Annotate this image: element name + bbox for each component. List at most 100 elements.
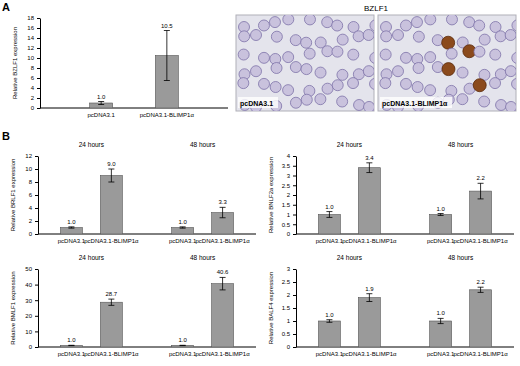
y-tick: 4 (31, 85, 40, 91)
y-tick-label: 10 (25, 329, 32, 335)
error-cap (326, 211, 332, 212)
y-tick-mark (293, 308, 296, 309)
cell (413, 31, 424, 42)
error-cap (180, 345, 186, 346)
cell (239, 31, 250, 42)
x-tick-label: pcDNA3.1 (316, 238, 344, 244)
error-cap (438, 215, 444, 216)
data-label: 1.0 (436, 310, 445, 316)
y-tick: 0 (31, 105, 40, 111)
error-line (111, 299, 112, 305)
marks (90, 31, 179, 109)
error-cap (108, 305, 114, 306)
plot: 00.511.522.531.01.91.02.2pcDNA3.1pcDNA3.… (282, 266, 514, 357)
y-tick-label: 2 (31, 95, 35, 101)
y-tick-label: 6 (29, 192, 33, 198)
cell (270, 82, 281, 93)
cell (432, 62, 443, 73)
y-axis-line (38, 157, 39, 235)
y-tick-mark (35, 208, 38, 209)
chart: 010203040501.028.71.040.6pcDNA3.1pcDNA3.… (10, 254, 256, 357)
y-tick: 0 (287, 344, 296, 350)
y-axis-line (296, 270, 297, 348)
cell (301, 37, 312, 48)
y-tick: 4 (287, 153, 296, 159)
cell (238, 49, 249, 60)
cell (348, 78, 359, 89)
error-cap (108, 169, 114, 170)
cell (315, 67, 326, 78)
y-tick-mark (293, 156, 296, 157)
cell (412, 82, 423, 93)
y-tick-label: 2 (29, 218, 33, 224)
x-tick-label: pcDNA3.1-BLIMP1α (84, 351, 139, 357)
error-cap (366, 293, 372, 294)
y-tick: 20 (25, 313, 38, 319)
x-tick-label: pcDNA3.1-BLIMP1α (454, 238, 509, 244)
cell (380, 78, 391, 89)
y-tick: 40 (25, 282, 38, 288)
y-tick-label: 40 (25, 282, 32, 288)
y-tick: 2.5 (282, 183, 296, 189)
y-tick: 0 (287, 231, 296, 237)
y-tick-label: 3 (287, 173, 291, 179)
cell (290, 62, 301, 73)
y-tick-label: 4 (31, 85, 35, 91)
y-tick-mark (37, 48, 40, 49)
bar (470, 290, 492, 347)
y-tick: 30 (25, 298, 38, 304)
error-line (329, 212, 330, 218)
y-tick-mark (37, 58, 40, 59)
x-tick-label: pcDNA3.1 (169, 351, 197, 357)
error-cap (108, 182, 114, 183)
group-label: 48 hours (448, 141, 474, 148)
x-tick-label: pcDNA3.1 (316, 351, 344, 357)
y-tick: 12 (25, 153, 38, 159)
y-axis-title: Relative BNLF2a expression (268, 157, 274, 233)
stained-cell (442, 63, 455, 76)
cell (380, 49, 391, 60)
cell (337, 69, 348, 80)
cell (332, 80, 343, 91)
x-tick-label: pcDNA3.1 (58, 238, 86, 244)
bar (318, 215, 340, 235)
error-line (166, 31, 167, 81)
y-tick-mark (35, 169, 38, 170)
cell (322, 83, 333, 94)
y-tick: 2 (31, 95, 40, 101)
error-bar (326, 320, 332, 323)
label-background (238, 97, 278, 108)
y-tick-mark (35, 156, 38, 157)
y-tick-label: 2 (287, 192, 291, 198)
error-bar (98, 102, 104, 105)
y-axis-title: Relative BMLF1 expression (10, 271, 16, 344)
y-tick-label: 0.5 (282, 331, 291, 337)
y-tick: 18 (27, 15, 40, 21)
micrograph: pcDNA3.1-BLIMP1α (378, 14, 520, 113)
chart: 0246810121416181.010.5pcDNA3.1pcDNA3.1-B… (12, 15, 228, 118)
cell (370, 52, 374, 63)
y-tick-label: 20 (25, 313, 32, 319)
y-tick-label: 14 (27, 35, 34, 41)
y-tick-mark (37, 68, 40, 69)
y-tick-mark (293, 269, 296, 270)
bar (358, 168, 380, 234)
error-bar (366, 294, 372, 302)
x-tick-label: pcDNA3.1-BLIMP1α (454, 351, 509, 357)
y-axis-title: Relative BRLF1 expression (10, 159, 16, 232)
error-cap (108, 299, 114, 300)
y-axis-title: Relative BALF4 expression (268, 272, 274, 344)
cell (512, 78, 516, 89)
cell (251, 66, 262, 77)
y-tick: 16 (27, 25, 40, 31)
error-line (222, 207, 223, 217)
error-bar (164, 31, 170, 81)
bar (60, 228, 82, 235)
y-tick-label: 1.5 (282, 202, 291, 208)
data-label: 1.0 (67, 337, 76, 343)
y-tick-label: 8 (29, 179, 33, 185)
y-tick: 50 (25, 266, 38, 272)
cells (238, 15, 374, 111)
y-tick: 2 (29, 218, 38, 224)
y-tick-label: 1 (287, 318, 291, 324)
